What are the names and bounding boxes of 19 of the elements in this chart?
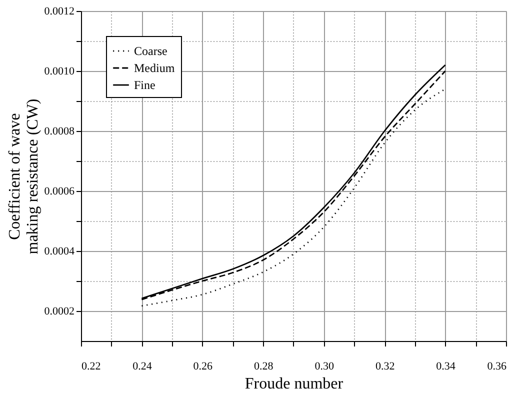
x-tick-label: 0.36 xyxy=(487,360,507,372)
legend-label: Medium xyxy=(134,61,176,75)
x-tick-label: 0.30 xyxy=(314,360,334,372)
y-tick-label: 0.0006 xyxy=(44,186,75,198)
y-tick-label: 0.0004 xyxy=(44,246,75,258)
x-tick-label: 0.24 xyxy=(132,360,152,372)
legend-label: Coarse xyxy=(134,44,168,58)
x-tick-label: 0.28 xyxy=(254,360,274,372)
y-axis-title: Coefficient of wave making resistance (CW) xyxy=(6,98,42,254)
x-tick-label: 0.34 xyxy=(436,360,456,372)
x-tick-label: 0.22 xyxy=(82,360,101,372)
y-tick-label: 0.0008 xyxy=(44,126,75,138)
x-tick-label: 0.32 xyxy=(375,360,395,372)
x-axis-title: Froude number xyxy=(244,376,344,392)
y-tick-label: 0.0002 xyxy=(44,306,74,318)
x-tick-label: 0.26 xyxy=(193,360,214,372)
legend-label: Fine xyxy=(134,78,156,92)
y-tick-label: 0.0010 xyxy=(44,66,75,78)
y-tick-label: 0.0012 xyxy=(44,6,74,18)
